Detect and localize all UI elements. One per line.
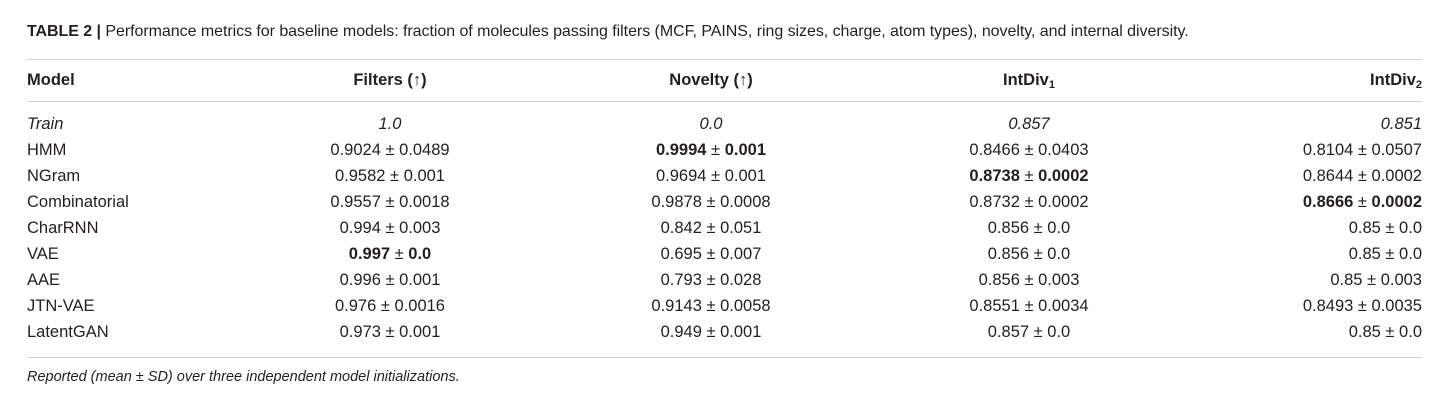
cell-filters: 0.9557 ± 0.0018 (330, 193, 450, 211)
cell-novelty: 0.9143 ± 0.0058 (651, 297, 771, 315)
cell-novelty: 0.9694 ± 0.001 (656, 167, 766, 185)
cell-intdiv2: 0.85 ± 0.0 (1348, 245, 1422, 263)
cell-filters: 0.9024 ± 0.0489 (330, 141, 450, 159)
table-bottom-rule (27, 357, 1422, 358)
cell-intdiv1: 0.857 (1008, 115, 1050, 133)
best-value-mean: 0.9994 (656, 141, 707, 159)
plus-minus: ± (1353, 193, 1372, 211)
cell-intdiv2: 0.8493 ± 0.0035 (1302, 297, 1422, 315)
table-caption-label: TABLE 2 | (27, 23, 101, 40)
table-row: HMM 0.9024 ± 0.0489 0.9994 ± 0.001 0.846… (27, 137, 1422, 163)
metrics-table: Model Filters (↑) Novelty (↑) IntDiv1 In… (27, 60, 1422, 345)
cell-intdiv1: 0.856 ± 0.003 (978, 271, 1080, 289)
cell-model: JTN-VAE (27, 297, 95, 315)
table-footnote: Reported (mean ± SD) over three independ… (27, 369, 460, 385)
cell-novelty: 0.842 ± 0.051 (660, 219, 762, 237)
header-model: Model (27, 71, 75, 89)
table-header-rule (27, 101, 1422, 102)
header-filters: Filters (↑) (353, 71, 427, 89)
cell-intdiv1-best: 0.8738 ± 0.0002 (869, 163, 1189, 189)
table-row: JTN-VAE 0.976 ± 0.0016 0.9143 ± 0.0058 0… (27, 293, 1422, 319)
cell-novelty: 0.695 ± 0.007 (660, 245, 762, 263)
cell-filters: 0.976 ± 0.0016 (335, 297, 445, 315)
cell-model: Combinatorial (27, 193, 129, 211)
table-row: Train 1.0 0.0 0.857 0.851 (27, 101, 1422, 137)
cell-intdiv2: 0.85 ± 0.0 (1348, 323, 1422, 341)
table-row: NGram 0.9582 ± 0.001 0.9694 ± 0.001 0.87… (27, 163, 1422, 189)
header-intdiv2-sub: 2 (1415, 79, 1422, 91)
cell-intdiv2: 0.8644 ± 0.0002 (1302, 167, 1422, 185)
cell-model: VAE (27, 245, 59, 263)
cell-filters-best: 0.997 ± 0.0 (227, 241, 553, 267)
cell-model: Train (27, 115, 64, 133)
header-intdiv1-base: IntDiv (1003, 71, 1049, 89)
cell-model: LatentGAN (27, 323, 109, 341)
cell-filters: 1.0 (378, 115, 402, 133)
cell-filters: 0.9582 ± 0.001 (335, 167, 445, 185)
header-intdiv2-base: IntDiv (1370, 71, 1416, 89)
cell-novelty: 0.793 ± 0.028 (660, 271, 762, 289)
cell-intdiv1: 0.856 ± 0.0 (987, 245, 1071, 263)
header-novelty: Novelty (↑) (669, 71, 753, 89)
header-intdiv2: IntDiv2 (1189, 60, 1422, 101)
plus-minus: ± (390, 245, 409, 263)
cell-intdiv1: 0.8732 ± 0.0002 (969, 193, 1089, 211)
cell-intdiv2: 0.85 ± 0.003 (1330, 271, 1422, 289)
cell-model: HMM (27, 141, 67, 159)
cell-intdiv1: 0.8551 ± 0.0034 (969, 297, 1089, 315)
cell-novelty: 0.9878 ± 0.0008 (651, 193, 771, 211)
cell-model: NGram (27, 167, 81, 185)
best-value-sd: 0.0002 (1038, 167, 1089, 185)
best-value-sd: 0.0 (408, 245, 432, 263)
table-caption: TABLE 2 | Performance metrics for baseli… (27, 22, 1189, 42)
table-top-rule (27, 59, 1422, 60)
cell-intdiv1: 0.856 ± 0.0 (987, 219, 1071, 237)
cell-intdiv2-best: 0.8666 ± 0.0002 (1189, 189, 1422, 215)
cell-novelty-best: 0.9994 ± 0.001 (553, 137, 869, 163)
best-value-sd: 0.0002 (1371, 193, 1422, 211)
cell-intdiv1: 0.8466 ± 0.0403 (969, 141, 1089, 159)
cell-novelty: 0.949 ± 0.001 (660, 323, 762, 341)
best-value-mean: 0.997 (348, 245, 391, 263)
table-row: CharRNN 0.994 ± 0.003 0.842 ± 0.051 0.85… (27, 215, 1422, 241)
table-header-row: Model Filters (↑) Novelty (↑) IntDiv1 In… (27, 60, 1422, 101)
table-row: LatentGAN 0.973 ± 0.001 0.949 ± 0.001 0.… (27, 319, 1422, 345)
cell-intdiv2: 0.8104 ± 0.0507 (1302, 141, 1422, 159)
best-value-mean: 0.8666 (1302, 193, 1354, 211)
table-row: VAE 0.997 ± 0.0 0.695 ± 0.007 0.856 ± 0.… (27, 241, 1422, 267)
cell-filters: 0.994 ± 0.003 (339, 219, 441, 237)
header-intdiv1: IntDiv1 (869, 60, 1189, 101)
table-row: Combinatorial 0.9557 ± 0.0018 0.9878 ± 0… (27, 189, 1422, 215)
best-value-mean: 0.8738 (969, 167, 1020, 185)
cell-model: AAE (27, 271, 61, 289)
header-intdiv1-sub: 1 (1048, 79, 1055, 91)
plus-minus: ± (706, 141, 725, 159)
cell-intdiv2: 0.85 ± 0.0 (1348, 219, 1422, 237)
table-caption-text: Performance metrics for baseline models:… (105, 23, 1189, 40)
cell-filters: 0.973 ± 0.001 (339, 323, 441, 341)
cell-novelty: 0.0 (699, 115, 723, 133)
cell-intdiv1: 0.857 ± 0.0 (987, 323, 1071, 341)
cell-filters: 0.996 ± 0.001 (339, 271, 441, 289)
plus-minus: ± (1019, 167, 1039, 185)
cell-intdiv2: 0.851 (1380, 115, 1422, 133)
table-row: AAE 0.996 ± 0.001 0.793 ± 0.028 0.856 ± … (27, 267, 1422, 293)
cell-model: CharRNN (27, 219, 99, 237)
best-value-sd: 0.001 (724, 141, 766, 159)
